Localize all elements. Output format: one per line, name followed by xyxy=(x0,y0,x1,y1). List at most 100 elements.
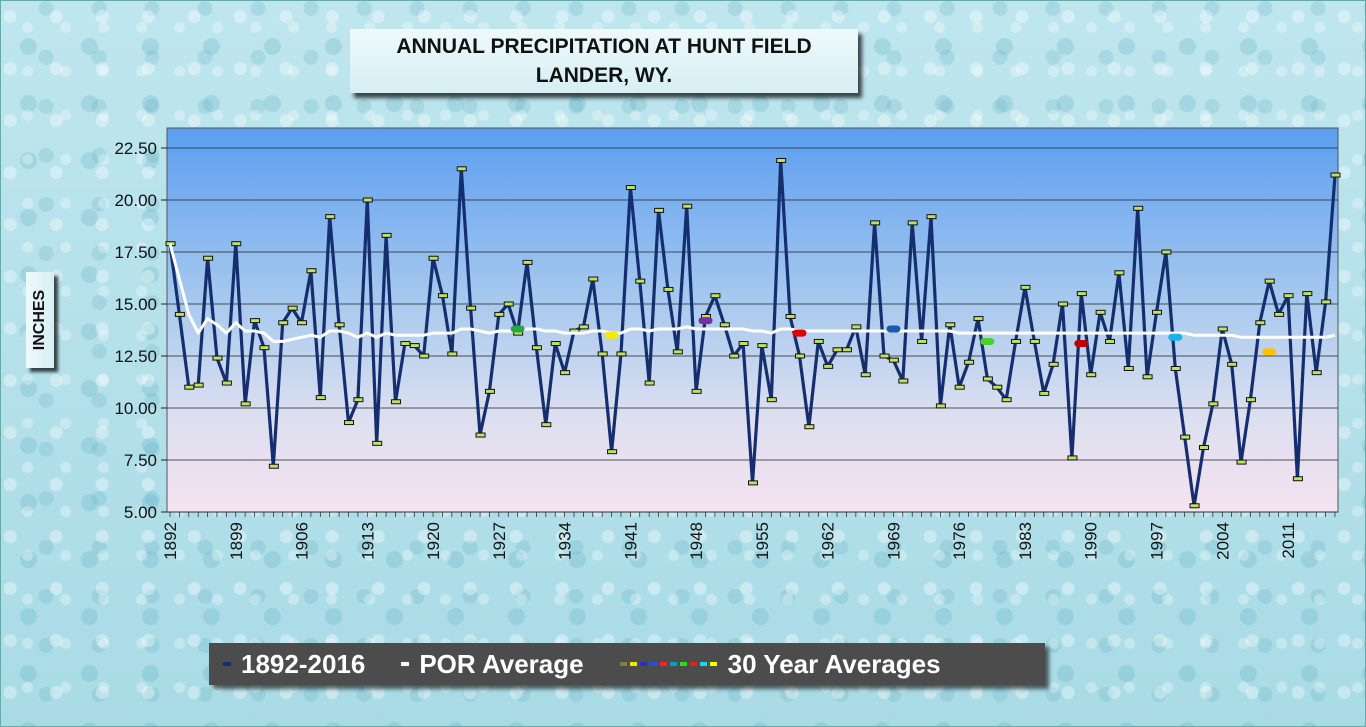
data-point xyxy=(240,401,251,407)
legend-swatch-por xyxy=(401,662,410,666)
data-point xyxy=(1292,476,1303,482)
data-point xyxy=(325,214,336,220)
series-line-por-average xyxy=(168,243,1336,343)
data-point xyxy=(1067,455,1078,461)
x-tick-label: 1913 xyxy=(358,522,377,560)
data-point xyxy=(1170,365,1181,371)
data-point xyxy=(278,320,289,326)
legend-dash-9 xyxy=(709,662,717,666)
data-point xyxy=(1114,270,1125,276)
data-point xyxy=(531,345,542,351)
x-tick-label: 1976 xyxy=(950,522,969,560)
data-point xyxy=(588,276,599,282)
data-point xyxy=(381,232,392,238)
legend-item-30yr: 30 Year Averages xyxy=(619,649,941,680)
data-point xyxy=(447,351,458,357)
data-point xyxy=(964,359,975,365)
data-point xyxy=(945,322,956,328)
data-point xyxy=(212,355,223,361)
legend-dash-5 xyxy=(669,662,677,666)
data-point xyxy=(409,343,420,349)
data-point xyxy=(522,259,533,265)
thirty-year-average-marker xyxy=(604,331,619,339)
thirty-year-average-marker xyxy=(980,337,995,345)
data-point xyxy=(672,349,683,355)
data-point xyxy=(1255,320,1266,326)
x-tick-label: 1934 xyxy=(556,522,575,560)
data-point xyxy=(1264,278,1275,284)
thirty-year-average-marker xyxy=(1074,340,1089,348)
data-point xyxy=(372,440,383,446)
data-point xyxy=(1020,284,1031,290)
data-point xyxy=(663,286,674,292)
data-point xyxy=(250,318,261,324)
x-tick-label: 1955 xyxy=(753,522,772,560)
legend-label-por: POR Average xyxy=(419,648,584,679)
y-tick-label: 7.50 xyxy=(124,451,157,470)
data-point xyxy=(494,311,505,317)
data-point xyxy=(1189,503,1200,509)
x-tick-label: 1969 xyxy=(884,522,903,560)
data-point xyxy=(578,324,589,330)
data-point xyxy=(1283,293,1294,299)
data-point xyxy=(362,197,373,203)
data-point xyxy=(1123,365,1134,371)
data-point xyxy=(682,203,693,209)
data-point xyxy=(193,382,204,388)
data-point xyxy=(390,399,401,405)
thirty-year-average-marker xyxy=(792,329,807,337)
data-point xyxy=(625,185,636,191)
data-point xyxy=(794,353,805,359)
data-point xyxy=(738,341,749,347)
data-point xyxy=(1227,361,1238,367)
data-point xyxy=(1236,459,1247,465)
legend-dash-3 xyxy=(649,662,657,666)
thirty-year-average-marker xyxy=(698,317,713,325)
data-point xyxy=(954,384,965,390)
data-point xyxy=(841,347,852,353)
data-point xyxy=(221,380,232,386)
legend: 1892-2016 POR Average 30 Year Averages xyxy=(209,643,1045,685)
x-tick-label: 1941 xyxy=(621,522,640,560)
x-tick-label: 1892 xyxy=(161,522,180,560)
data-point xyxy=(1321,299,1332,305)
y-tick-label: 22.50 xyxy=(114,139,157,158)
data-point xyxy=(1105,338,1116,344)
data-point xyxy=(776,157,787,163)
data-point xyxy=(1039,390,1050,396)
data-point xyxy=(541,422,552,428)
legend-swatch-30yr xyxy=(619,662,720,666)
data-point xyxy=(1133,205,1144,211)
data-point xyxy=(851,324,862,330)
data-point xyxy=(710,293,721,299)
legend-dash-7 xyxy=(689,662,697,666)
data-point xyxy=(1161,249,1172,255)
plot-area xyxy=(166,127,1339,513)
y-tick-label: 15.00 xyxy=(114,295,157,314)
chart-title-box: ANNUAL PRECIPITATION AT HUNT FIELD LANDE… xyxy=(350,29,858,93)
data-point xyxy=(879,353,890,359)
data-point xyxy=(1302,291,1313,297)
data-point xyxy=(484,388,495,394)
data-point xyxy=(757,343,768,349)
data-point xyxy=(456,166,467,172)
chart-title: ANNUAL PRECIPITATION AT HUNT FIELD xyxy=(396,35,812,58)
x-tick-label: 1948 xyxy=(687,522,706,560)
data-point xyxy=(475,432,486,438)
data-point xyxy=(1076,291,1087,297)
data-point xyxy=(560,370,571,376)
y-tick-label: 12.50 xyxy=(114,347,157,366)
data-point xyxy=(184,384,195,390)
legend-swatch-observed xyxy=(223,662,231,666)
data-point xyxy=(1029,338,1040,344)
data-point xyxy=(1048,361,1059,367)
data-point xyxy=(1208,401,1219,407)
data-point xyxy=(898,378,909,384)
data-point xyxy=(935,403,946,409)
data-point xyxy=(268,463,279,469)
thirty-year-average-marker xyxy=(886,325,901,333)
x-tick-label: 1906 xyxy=(293,522,312,560)
legend-dash-0 xyxy=(619,662,627,666)
